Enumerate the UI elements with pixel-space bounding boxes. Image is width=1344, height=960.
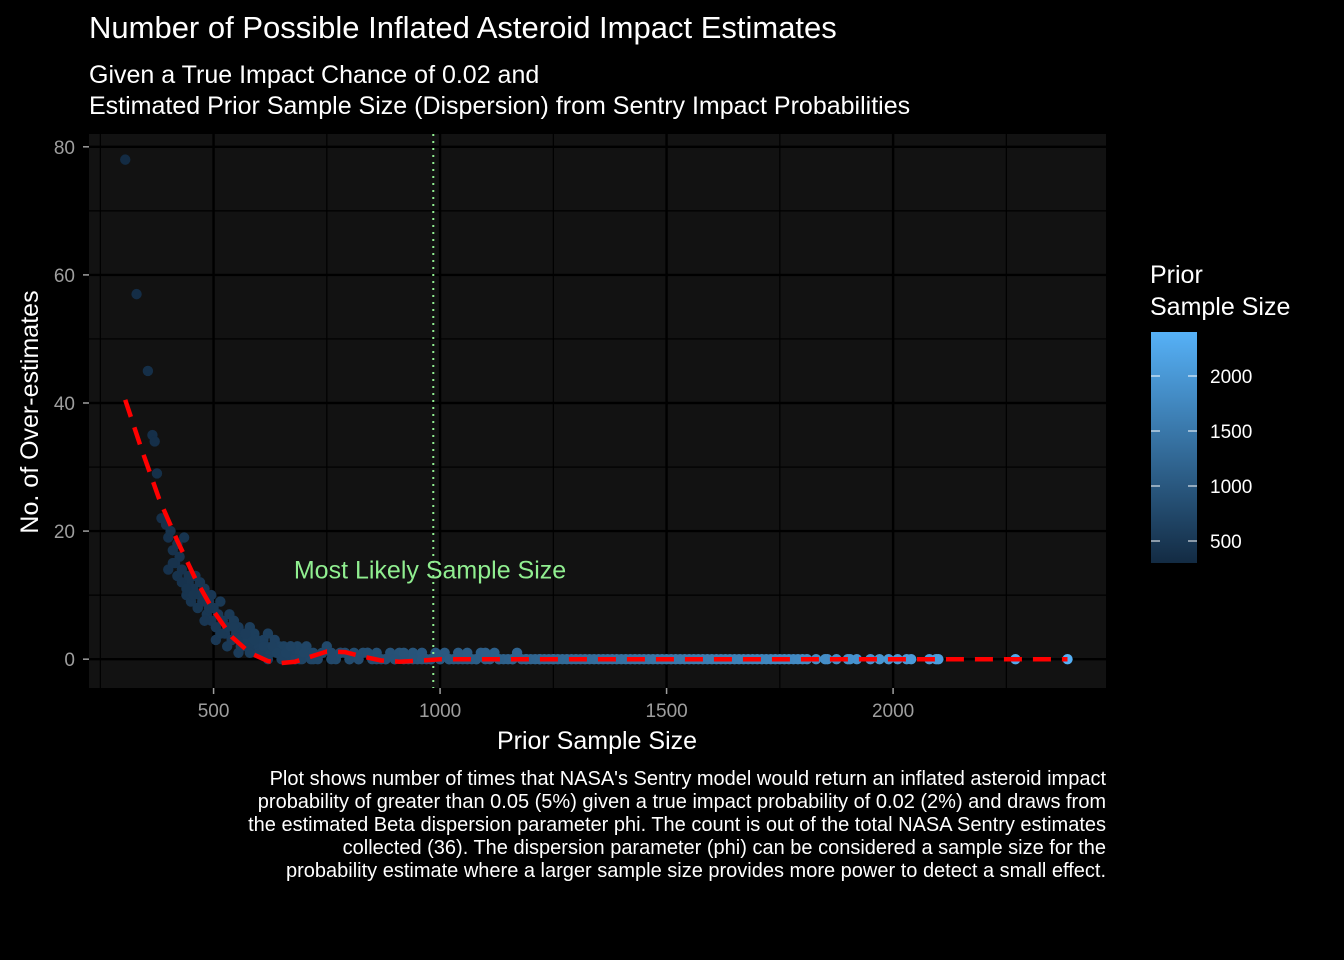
data-point xyxy=(151,468,163,479)
data-point xyxy=(298,647,310,658)
data-point xyxy=(326,653,337,665)
y-tick-label: 60 xyxy=(54,266,75,287)
data-point xyxy=(285,641,296,652)
data-point xyxy=(178,532,190,543)
chart-subtitle: Given a True Impact Chance of 0.02 and E… xyxy=(89,60,910,122)
subtitle-line-2: Estimated Prior Sample Size (Dispersion)… xyxy=(89,92,911,120)
data-point xyxy=(443,653,455,665)
x-tick-label: 500 xyxy=(198,701,230,722)
data-point xyxy=(344,653,355,665)
data-point xyxy=(131,288,142,300)
data-point xyxy=(165,525,176,537)
data-point xyxy=(215,596,226,607)
data-point xyxy=(203,602,215,614)
annotation-label: Most Likely Sample Size xyxy=(294,557,566,585)
legend-tick-label: 1500 xyxy=(1210,422,1252,443)
x-tick-label: 1000 xyxy=(419,701,461,722)
data-point xyxy=(174,551,185,562)
data-point xyxy=(240,628,251,639)
data-point xyxy=(181,583,192,594)
data-point xyxy=(906,653,917,665)
legend-tick-label: 1000 xyxy=(1210,477,1252,498)
data-point xyxy=(215,628,226,639)
data-point xyxy=(249,634,260,646)
data-point xyxy=(471,653,482,665)
data-point xyxy=(192,602,203,614)
data-point xyxy=(262,628,274,639)
data-point xyxy=(142,365,154,377)
data-point xyxy=(851,653,863,665)
x-tick-label: 2000 xyxy=(872,701,914,722)
data-point xyxy=(362,647,373,658)
smoothed-trend-line xyxy=(123,399,1068,666)
legend-title-line-2: Sample Size xyxy=(1150,293,1290,321)
y-tick-label: 20 xyxy=(54,522,75,543)
data-point xyxy=(167,557,179,569)
data-point xyxy=(258,641,269,652)
y-axis-title: No. of Over-estimates xyxy=(16,290,44,533)
data-point xyxy=(120,154,131,165)
data-point xyxy=(187,589,199,601)
y-axis: 0 20 40 60 80 xyxy=(54,138,89,671)
data-point xyxy=(398,647,410,658)
data-point xyxy=(933,653,944,665)
color-legend: Prior Sample Size 500 1000 1500 2000 xyxy=(1150,261,1290,563)
data-point xyxy=(194,577,206,588)
data-point xyxy=(480,647,491,658)
x-tick-label: 1500 xyxy=(645,701,687,722)
plot-panel xyxy=(89,134,1106,688)
legend-tick-label: 2000 xyxy=(1210,367,1252,388)
legend-colorbar xyxy=(1151,332,1197,563)
chart-caption: Plot shows number of times that NASA's S… xyxy=(248,768,1106,882)
legend-title-line-1: Prior xyxy=(1150,261,1203,289)
x-axis-title: Prior Sample Size xyxy=(497,727,697,755)
y-tick-label: 80 xyxy=(54,138,75,159)
chart-title: Number of Possible Inflated Asteroid Imp… xyxy=(89,10,837,45)
data-point xyxy=(822,653,833,665)
legend-ticks: 500 1000 1500 2000 xyxy=(1151,367,1252,553)
minor-gridlines xyxy=(89,134,1106,688)
data-point xyxy=(353,653,364,665)
data-point xyxy=(534,653,545,665)
legend-tick-label: 500 xyxy=(1210,532,1242,553)
data-point xyxy=(206,589,217,601)
data-point xyxy=(149,436,160,447)
data-point xyxy=(199,615,210,626)
y-tick-label: 0 xyxy=(64,650,75,671)
subtitle-line-1: Given a True Impact Chance of 0.02 and xyxy=(89,61,540,89)
data-point xyxy=(244,647,256,658)
data-point xyxy=(874,653,885,665)
data-point xyxy=(228,621,240,633)
y-tick-label: 40 xyxy=(54,394,75,415)
x-axis: 500 1000 1500 2000 xyxy=(198,688,914,722)
